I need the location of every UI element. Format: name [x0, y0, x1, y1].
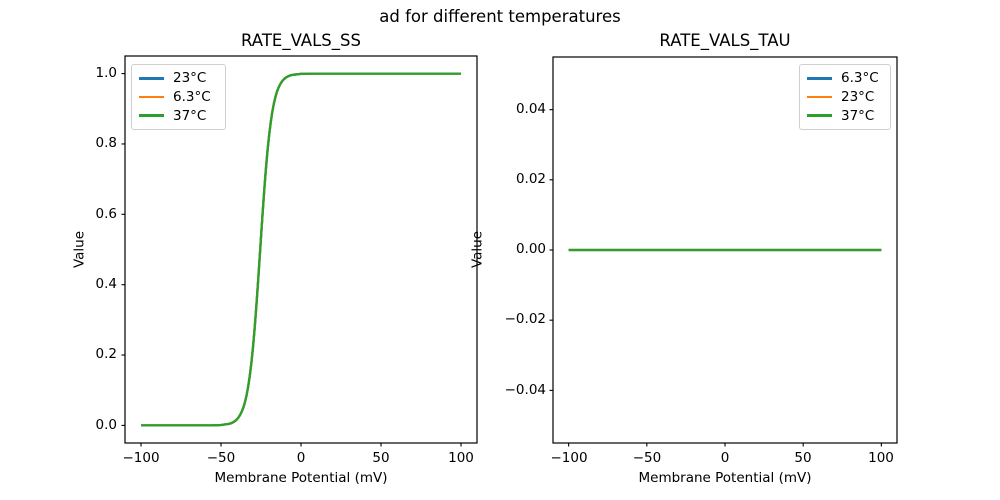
x-tick-label: 50: [794, 450, 812, 466]
legend-entry-label: 23°C: [841, 89, 875, 105]
axes-left: [121, 55, 478, 447]
legend-right: 6.3°C 23°C 37°C: [799, 64, 891, 130]
axes-right: [549, 56, 898, 447]
legend-entry: 23°C: [807, 88, 884, 107]
legend-entry-label: 6.3°C: [173, 89, 211, 105]
y-tick-label: 0.0: [95, 417, 117, 433]
y-tick-label: 0.8: [95, 135, 117, 151]
legend-line-sample: [807, 114, 832, 117]
legend-entry-label: 6.3°C: [841, 70, 879, 87]
y-tick-label: −0.04: [504, 382, 546, 398]
legend-entry: 6.3°C: [139, 88, 219, 107]
figure-suptitle: ad for different temperatures: [379, 7, 621, 26]
x-tick-label: 50: [372, 450, 390, 466]
x-tick-label: 0: [720, 450, 730, 466]
legend-line-sample: [139, 114, 164, 117]
x-tick-label: −100: [122, 450, 160, 466]
legend-entry: 37°C: [139, 106, 219, 125]
x-axis-label-right: Membrane Potential (mV): [638, 470, 812, 486]
y-tick-label: −0.02: [504, 311, 546, 327]
legend-line-sample: [139, 95, 164, 99]
x-axis-label-left: Membrane Potential (mV): [214, 470, 388, 486]
x-tick-label: −50: [206, 450, 236, 466]
y-axis-label-left: Value: [71, 230, 88, 269]
legend-left: 23°C 6.3°C 37°C: [131, 64, 226, 130]
x-tick-label: −50: [632, 450, 662, 466]
y-tick-label: 0.2: [95, 346, 117, 362]
x-tick-label: −100: [550, 450, 588, 466]
legend-entry: 6.3°C: [807, 69, 884, 88]
x-tick-label: 100: [868, 450, 894, 466]
legend-entry: 37°C: [807, 106, 884, 125]
y-tick-label: 0.4: [95, 276, 117, 292]
legend-line-sample: [139, 77, 164, 80]
y-tick-label: 0.04: [515, 101, 546, 117]
axes-title-right: RATE_VALS_TAU: [659, 31, 791, 50]
axes-title-left: RATE_VALS_SS: [241, 31, 361, 50]
legend-entry-label: 37°C: [173, 107, 207, 124]
legend-line-sample: [807, 77, 832, 80]
y-tick-label: 0.00: [515, 241, 546, 257]
legend-line-sample: [807, 95, 832, 99]
legend-entry-label: 37°C: [841, 107, 875, 124]
x-tick-label: 100: [448, 450, 474, 466]
y-axis-label-right: Value: [469, 230, 486, 269]
legend-entry-label: 23°C: [173, 70, 207, 87]
y-tick-label: 1.0: [95, 65, 117, 81]
y-tick-label: 0.6: [95, 206, 117, 222]
x-tick-label: 0: [296, 450, 306, 466]
y-tick-label: 0.02: [515, 171, 546, 187]
legend-entry: 23°C: [139, 69, 219, 88]
